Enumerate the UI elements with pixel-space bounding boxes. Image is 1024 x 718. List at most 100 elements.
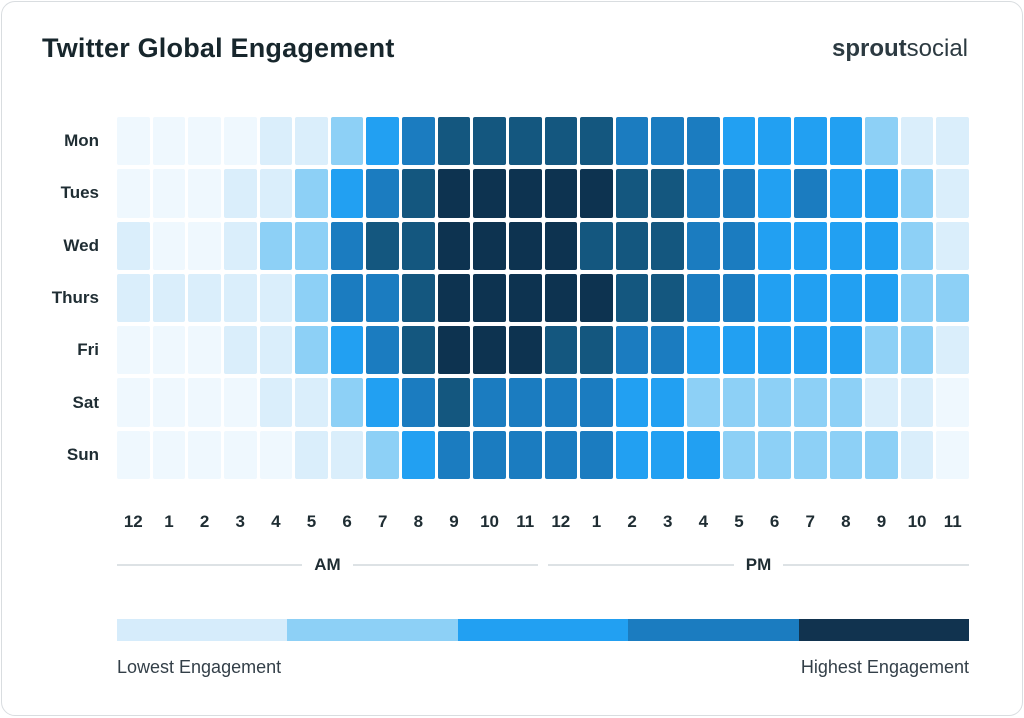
- heatmap-cell: [402, 273, 435, 323]
- legend-color-segment: [798, 619, 970, 641]
- heatmap-cell: [829, 169, 863, 218]
- heatmap-cell: [473, 430, 506, 479]
- hour-label: 9: [449, 512, 459, 531]
- hour-label: 5: [306, 512, 317, 531]
- heatmap-cell: [188, 273, 221, 323]
- heatmap-cell: [330, 378, 364, 427]
- heatmap-cell: [188, 430, 221, 479]
- day-label: Sat: [72, 392, 99, 412]
- heatmap-cell: [793, 378, 827, 427]
- heatmap-cell: [758, 326, 791, 375]
- legend-labels: Lowest Engagement Highest Engagement: [117, 657, 969, 678]
- heatmap-cell: [437, 169, 471, 218]
- heatmap-cell: [615, 378, 649, 427]
- heatmap-cell: [117, 117, 150, 166]
- pm-right-rule: [783, 564, 969, 566]
- hour-label: 10: [480, 512, 500, 531]
- day-label: Fri: [77, 340, 99, 360]
- heatmap-cell: [829, 273, 863, 323]
- hour-label: 12: [551, 512, 571, 531]
- heatmap-cell: [366, 221, 399, 270]
- heatmap-cell: [900, 273, 934, 323]
- heatmap-cell: [402, 430, 435, 479]
- heatmap-cell: [437, 273, 471, 323]
- heatmap-cell: [615, 221, 649, 270]
- heatmap-cell: [865, 430, 898, 479]
- heatmap-cell: [687, 378, 720, 427]
- heatmap-cell: [223, 221, 257, 270]
- heatmap-cell: [223, 169, 257, 218]
- heatmap-cell: [330, 430, 364, 479]
- heatmap-cell: [580, 169, 613, 218]
- heatmap-cell: [865, 273, 898, 323]
- day-label: Mon: [64, 131, 99, 151]
- heatmap-cell: [687, 117, 720, 166]
- heatmap-cell: [295, 378, 328, 427]
- heatmap-cell: [259, 117, 293, 166]
- heatmap-cell: [152, 221, 186, 270]
- heatmap-cell: [152, 169, 186, 218]
- heatmap-cell: [936, 117, 969, 166]
- heatmap-cell: [936, 378, 969, 427]
- heatmap-cell: [508, 169, 542, 218]
- heatmap-cell: [722, 378, 756, 427]
- heatmap-cell: [900, 378, 934, 427]
- heatmap-cell: [437, 117, 471, 166]
- heatmap-cell: [188, 326, 221, 375]
- heatmap-cell: [544, 273, 578, 323]
- heatmap-cell: [259, 430, 293, 479]
- heatmap-cell: [793, 169, 827, 218]
- heatmap-cell: [152, 117, 186, 166]
- sproutsocial-logo: sproutsocial: [832, 35, 968, 63]
- heatmap-cell: [580, 221, 613, 270]
- heatmap-cell: [330, 326, 364, 375]
- heatmap-cell: [223, 273, 257, 323]
- page-title: Twitter Global Engagement: [42, 33, 395, 63]
- hour-label: 2: [627, 512, 637, 531]
- heatmap-cell: [544, 326, 578, 375]
- heatmap-cell: [758, 273, 791, 323]
- heatmap-cell: [615, 273, 649, 323]
- heatmap-cell: [580, 273, 613, 323]
- hour-label: 7: [377, 512, 388, 531]
- heatmap-cell: [793, 117, 827, 166]
- heatmap-cell: [722, 430, 756, 479]
- heatmap-cell: [508, 326, 542, 375]
- am-label: AM: [314, 555, 341, 574]
- heatmap-cell: [366, 430, 399, 479]
- heatmap-cell: [473, 169, 506, 218]
- heatmap-cell: [402, 169, 435, 218]
- legend-lowest-label: Lowest Engagement: [117, 657, 282, 677]
- heatmap-cell: [223, 326, 257, 375]
- hour-label: 8: [841, 512, 851, 531]
- heatmap-cell: [900, 169, 934, 218]
- heatmap-cell: [295, 117, 328, 166]
- heatmap-cell: [651, 117, 684, 166]
- heatmap-cell: [687, 169, 720, 218]
- heatmap-cell: [544, 430, 578, 479]
- hour-label: 4: [698, 512, 709, 531]
- heatmap-cell: [758, 221, 791, 270]
- heatmap-cell: [865, 221, 898, 270]
- heatmap-cell: [259, 326, 293, 375]
- legend-color-scale: [117, 619, 970, 641]
- heatmap-cell: [402, 378, 435, 427]
- heatmap-cell: [900, 221, 934, 270]
- hour-label: 12: [123, 512, 143, 531]
- heatmap-cell: [544, 117, 578, 166]
- day-label: Wed: [63, 235, 99, 255]
- heatmap-cell: [437, 378, 471, 427]
- hour-label: 11: [943, 512, 962, 531]
- heatmap-cell: [223, 378, 257, 427]
- heatmap-cell: [366, 326, 399, 375]
- heatmap-cell: [366, 169, 399, 218]
- pm-group: PM: [548, 552, 969, 578]
- heatmap-cell: [722, 169, 756, 218]
- heatmap-cell: [722, 326, 756, 375]
- day-label: Thurs: [51, 287, 99, 307]
- heatmap-cell: [473, 273, 506, 323]
- heatmap-cell: [330, 117, 364, 166]
- heatmap-cell: [651, 326, 684, 375]
- heatmap-cell: [508, 273, 542, 323]
- hour-label: 1: [591, 512, 602, 531]
